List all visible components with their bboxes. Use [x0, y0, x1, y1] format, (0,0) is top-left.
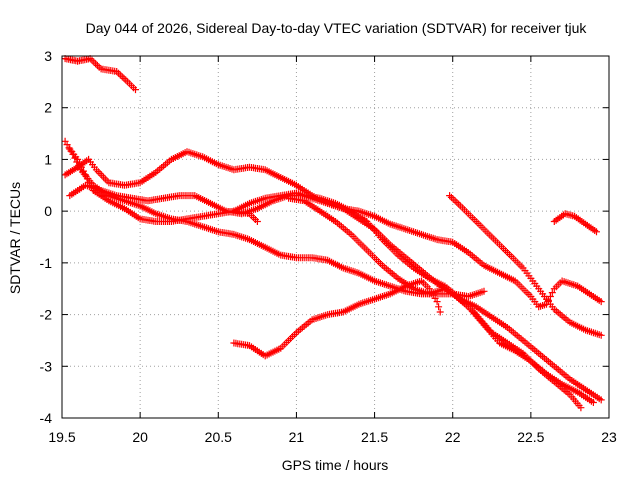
data-point-markers	[550, 210, 600, 236]
data-point-markers	[230, 277, 444, 360]
data-series-arc-f	[230, 189, 605, 311]
data-marks	[61, 55, 605, 412]
grid	[62, 56, 609, 418]
data-point-markers	[446, 192, 605, 339]
y-tick-labels: -4 -3 -2 -1 0 1 2 3	[40, 48, 53, 426]
data-series-arc-h	[285, 194, 605, 404]
plot-frame	[61, 55, 610, 419]
chart-title: Day 044 of 2026, Sidereal Day-to-day VTE…	[86, 20, 588, 36]
y-tick-label: -2	[40, 307, 53, 323]
x-axis-title: GPS time / hours	[282, 457, 389, 473]
x-tick-label: 22.5	[517, 429, 544, 445]
data-series-arc-g	[230, 277, 444, 360]
x-tick-label: 21.5	[361, 429, 388, 445]
data-series-arc-j	[550, 210, 600, 236]
y-tick-label: 2	[44, 100, 52, 116]
x-tick-label: 19.5	[48, 429, 75, 445]
data-point-markers	[230, 189, 605, 311]
data-series-arc-d	[61, 148, 597, 406]
x-tick-label: 22	[445, 429, 461, 445]
data-point-markers	[61, 148, 597, 406]
data-series-arc-i	[446, 192, 605, 339]
axis-ticks	[61, 55, 610, 419]
x-tick-label: 20.5	[205, 429, 232, 445]
y-tick-label: 1	[44, 151, 52, 167]
y-tick-label: -4	[40, 410, 53, 426]
y-axis-title: SDTVAR / TECUs	[7, 182, 23, 294]
data-point-markers	[285, 194, 605, 404]
x-tick-label: 21	[289, 429, 305, 445]
data-point-markers	[61, 55, 139, 94]
y-tick-label: -3	[40, 358, 53, 374]
x-tick-label: 23	[601, 429, 617, 445]
x-tick-labels: 19.5 20 20.5 21 21.5 22 22.5 23	[48, 429, 617, 445]
y-tick-label: 0	[44, 203, 52, 219]
x-tick-label: 20	[132, 429, 148, 445]
y-tick-label: -1	[40, 255, 53, 271]
y-tick-label: 3	[44, 48, 52, 64]
data-series-arc-a	[61, 55, 139, 94]
